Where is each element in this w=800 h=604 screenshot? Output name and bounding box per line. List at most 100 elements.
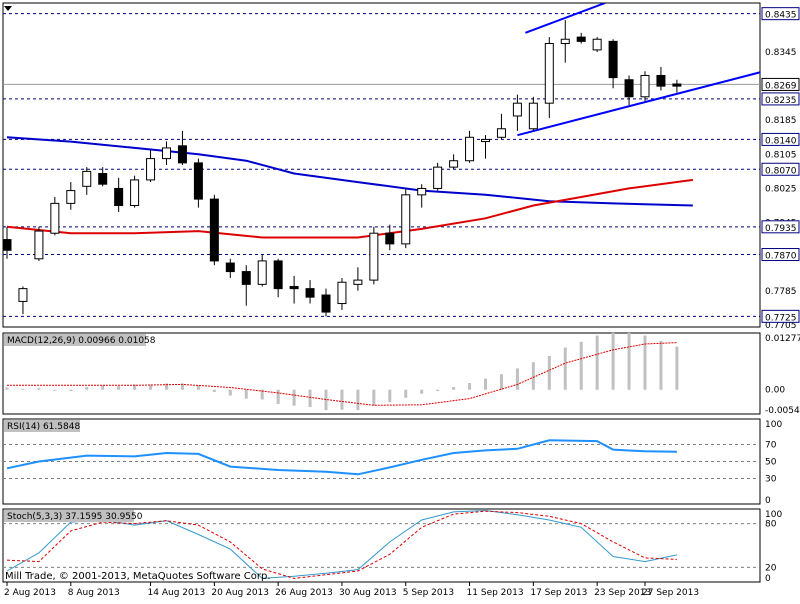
candle-body-bull — [162, 147, 171, 160]
candle[interactable] — [369, 226, 379, 285]
x-tick-label: 20 Aug 2013 — [211, 588, 269, 598]
candle[interactable] — [337, 277, 347, 310]
candle-body-bull — [337, 281, 347, 305]
copyright-text: Mill Trade, © 2001-2013, MetaQuotes Soft… — [5, 571, 271, 582]
candle[interactable] — [321, 288, 331, 317]
candle-body-bear — [241, 271, 251, 285]
candle-body-bull — [66, 190, 76, 204]
candle-body-bear — [385, 232, 395, 245]
candle[interactable] — [66, 182, 76, 210]
level-tag — [761, 220, 800, 234]
candle[interactable] — [385, 224, 395, 251]
candle[interactable] — [209, 194, 219, 266]
triangle-down-icon[interactable] — [4, 6, 12, 11]
candle[interactable] — [353, 267, 363, 291]
candle[interactable] — [193, 158, 203, 208]
candle-body-bear — [289, 286, 299, 290]
candle-body-bull — [130, 179, 140, 206]
level-tag — [761, 92, 800, 106]
candle[interactable] — [496, 113, 506, 140]
candle[interactable] — [289, 275, 299, 304]
stoch-panel-frame — [2, 508, 761, 583]
level-tag-label: 0.8235 — [765, 96, 797, 106]
candle[interactable] — [449, 154, 459, 170]
candle[interactable] — [114, 177, 124, 212]
candle[interactable] — [544, 37, 554, 119]
candle-body-bear — [305, 288, 315, 298]
x-tick-label: 27 Sep 2013 — [642, 588, 699, 598]
candle[interactable] — [656, 66, 666, 91]
candle[interactable] — [576, 32, 586, 44]
candle-body-bull — [433, 166, 443, 189]
level-tag-label: 0.8435 — [765, 11, 797, 21]
candle[interactable] — [640, 71, 650, 102]
trendlines — [517, 3, 760, 137]
candle[interactable] — [130, 175, 140, 208]
rsi-label: RSI(14) 61.5848 — [7, 422, 80, 432]
candle[interactable] — [624, 75, 634, 106]
rsi-label-bg — [4, 420, 80, 432]
price-y-tick-label: 0.8345 — [765, 48, 797, 58]
level-tag — [761, 7, 800, 21]
candle[interactable] — [417, 184, 427, 208]
price-y-tick-label: 0.8105 — [765, 150, 797, 160]
candle-body-bear — [321, 294, 331, 313]
candle-body-bull — [34, 230, 44, 260]
x-tick-label: 2 Aug 2013 — [4, 588, 56, 598]
candle-body-bull — [640, 74, 650, 98]
candle-body-bull — [369, 232, 379, 281]
candle[interactable] — [146, 150, 156, 183]
candle[interactable] — [273, 258, 283, 298]
candle-body-bull — [481, 138, 490, 143]
candle[interactable] — [528, 96, 538, 131]
candle[interactable] — [560, 20, 570, 63]
candle[interactable] — [18, 286, 28, 315]
macd-label-bg — [4, 334, 146, 346]
trendline — [525, 3, 606, 34]
candle-body-bear — [608, 40, 618, 79]
candle[interactable] — [305, 280, 315, 304]
candle[interactable] — [465, 130, 475, 163]
level-tag — [761, 309, 800, 323]
candle[interactable] — [241, 265, 251, 306]
macd-y-tick-label: 0.01277 — [765, 334, 800, 344]
candles — [3, 20, 682, 317]
candle[interactable] — [608, 39, 618, 89]
candle[interactable] — [50, 196, 60, 236]
rsi-line — [6, 439, 677, 476]
candle[interactable] — [672, 79, 682, 93]
candle-body-bull — [353, 279, 363, 285]
candle[interactable] — [98, 167, 108, 187]
level-tag-label: 0.7725 — [765, 313, 797, 323]
candle[interactable] — [433, 162, 443, 191]
candle-body-bear — [672, 83, 682, 87]
candle[interactable] — [162, 141, 171, 165]
candle-body-bear — [193, 162, 203, 200]
current-price-tag — [761, 77, 800, 91]
candle[interactable] — [481, 135, 490, 159]
stoch-label: Stoch(5,3,3) 37.1595 30.9550 — [7, 512, 143, 522]
candle-body-bull — [512, 102, 522, 117]
candle-body-bear — [98, 173, 108, 185]
candle-body-bull — [592, 38, 602, 51]
candle-body-bull — [50, 202, 60, 234]
candle[interactable] — [592, 37, 602, 53]
candle[interactable] — [257, 254, 267, 287]
candle[interactable] — [225, 258, 235, 278]
candle[interactable] — [177, 130, 187, 165]
candle-body-bull — [544, 43, 554, 104]
candle[interactable] — [34, 226, 44, 261]
rsi-y-tick-label: 50 — [765, 458, 777, 468]
macd-label: MACD(12,26,9) 0.00966 0.01058 — [7, 336, 156, 346]
candle[interactable] — [512, 94, 522, 131]
price-y-tick-label: 0.7785 — [765, 287, 797, 297]
stoch-y-tick-label: 0 — [765, 574, 771, 584]
rsi-y-tick-label: 70 — [765, 441, 777, 451]
candle[interactable] — [3, 226, 12, 259]
stoch-signal-line — [6, 510, 677, 579]
candle[interactable] — [401, 188, 411, 249]
candle[interactable] — [82, 167, 92, 195]
candle-body-bear — [576, 36, 586, 42]
